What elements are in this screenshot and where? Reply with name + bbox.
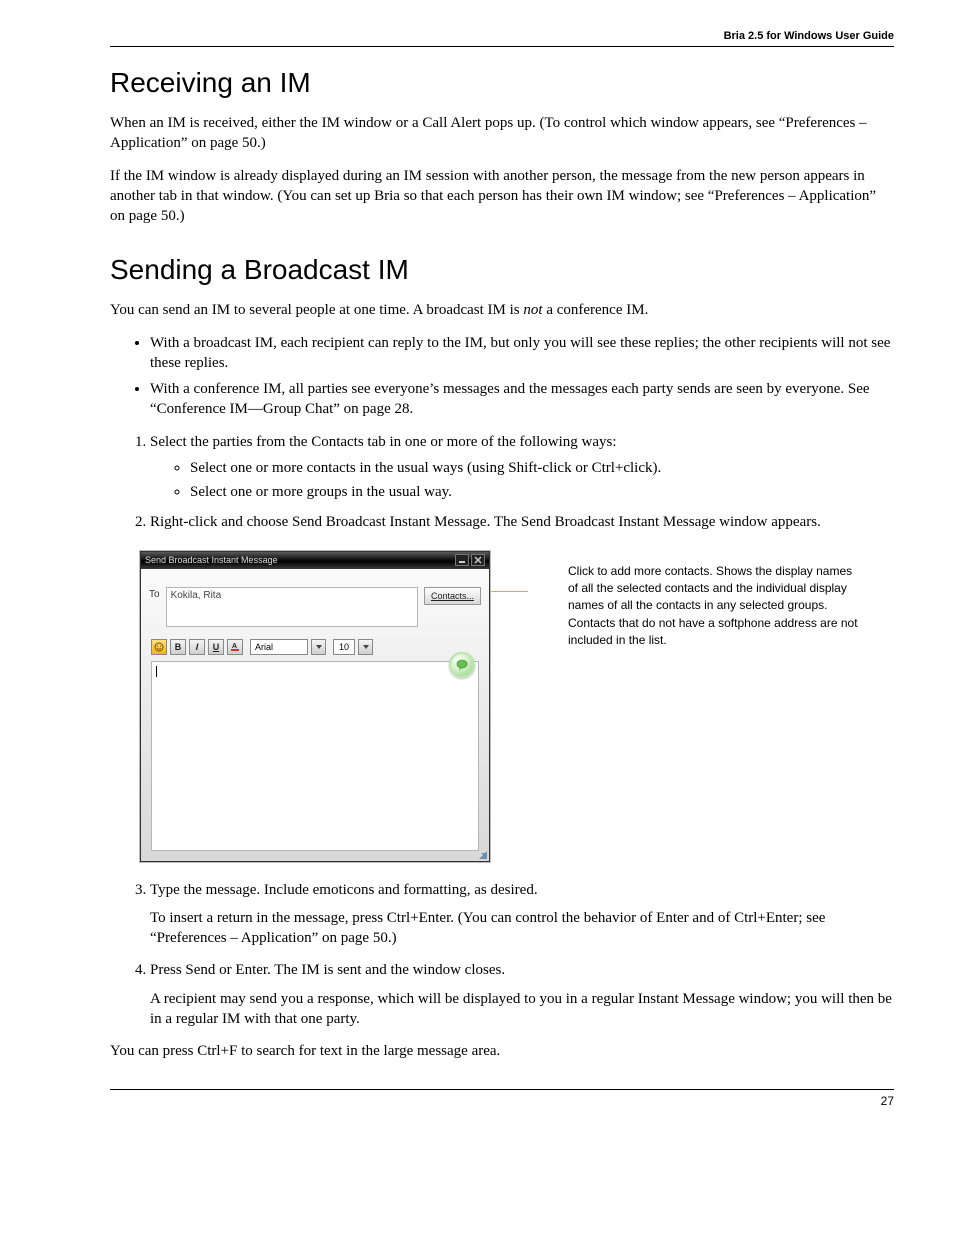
to-label: To [149, 587, 160, 600]
font-color-button[interactable]: A [227, 639, 243, 655]
broadcast-im-window: Send Broadcast Instant Message To Kokila… [140, 551, 490, 862]
list-item: Select one or more contacts in the usual… [190, 458, 894, 478]
page-header: Bria 2.5 for Windows User Guide [110, 30, 894, 47]
page-footer: 27 [110, 1089, 894, 1108]
body-text: A recipient may send you a response, whi… [150, 989, 894, 1030]
figure-callout: Click to add more contacts. Shows the di… [528, 563, 858, 650]
text-cursor [156, 666, 157, 677]
body-text: When an IM is received, either the IM wi… [110, 113, 894, 154]
page-number: 27 [881, 1094, 894, 1108]
speech-bubble-icon [455, 658, 469, 672]
to-value: Kokila, Rita [171, 590, 222, 601]
italic-button[interactable]: I [189, 639, 205, 655]
font-family-select[interactable]: Arial [250, 639, 308, 655]
list-item: Select the parties from the Contacts tab… [150, 432, 894, 503]
titlebar[interactable]: Send Broadcast Instant Message [141, 552, 489, 569]
list-item: With a broadcast IM, each recipient can … [150, 333, 894, 374]
close-button[interactable] [471, 554, 485, 566]
section-heading-receiving: Receiving an IM [110, 67, 894, 99]
svg-text:A: A [232, 643, 237, 650]
minimize-button[interactable] [455, 554, 469, 566]
list-item: Type the message. Include emoticons and … [150, 880, 894, 949]
figure-broadcast-dialog: Send Broadcast Instant Message To Kokila… [140, 551, 894, 862]
sub-list: Select one or more contacts in the usual… [150, 458, 894, 503]
bold-button[interactable]: B [170, 639, 186, 655]
numbered-steps: Select the parties from the Contacts tab… [110, 432, 894, 533]
emoticon-button[interactable] [151, 639, 167, 655]
numbered-steps-continued: Type the message. Include emoticons and … [110, 880, 894, 1030]
font-size-dropdown-icon[interactable] [358, 639, 373, 655]
body-text: If the IM window is already displayed du… [110, 166, 894, 227]
to-field[interactable]: Kokila, Rita [166, 587, 418, 627]
send-button[interactable] [449, 652, 475, 678]
list-item: Press Send or Enter. The IM is sent and … [150, 960, 894, 1029]
window-title: Send Broadcast Instant Message [145, 555, 455, 565]
list-item: With a conference IM, all parties see ev… [150, 379, 894, 420]
body-text: You can press Ctrl+F to search for text … [110, 1041, 894, 1061]
guide-title: Bria 2.5 for Windows User Guide [724, 30, 894, 42]
font-size-select[interactable]: 10 [333, 639, 355, 655]
bullet-list: With a broadcast IM, each recipient can … [110, 333, 894, 420]
body-text: You can send an IM to several people at … [110, 300, 894, 320]
resize-grip[interactable] [477, 849, 487, 859]
message-textarea[interactable] [151, 661, 479, 851]
section-heading-broadcast: Sending a Broadcast IM [110, 254, 894, 286]
underline-button[interactable]: U [208, 639, 224, 655]
contacts-button[interactable]: Contacts... [424, 587, 481, 605]
callout-leader-line [490, 591, 528, 592]
body-text: To insert a return in the message, press… [150, 908, 894, 949]
list-item: Right-click and choose Send Broadcast In… [150, 512, 894, 532]
format-toolbar: B I U A Arial 10 [141, 633, 489, 659]
list-item: Select one or more groups in the usual w… [190, 482, 894, 502]
font-family-dropdown-icon[interactable] [311, 639, 326, 655]
